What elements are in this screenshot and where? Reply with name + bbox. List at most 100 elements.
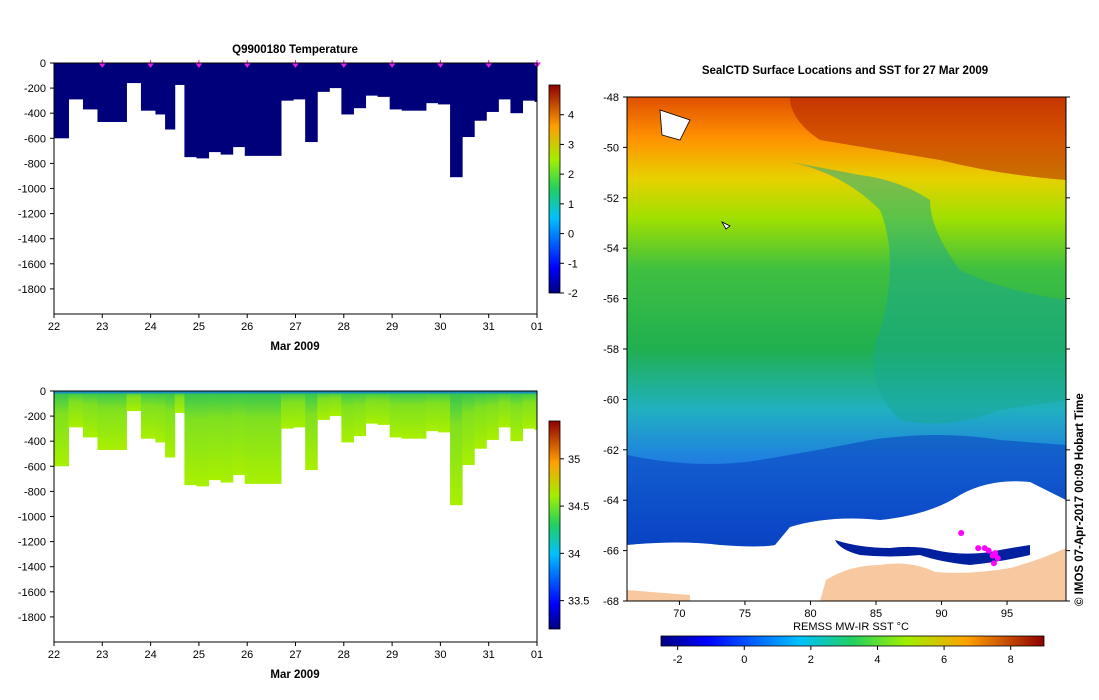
sea-ice-region — [627, 481, 1066, 601]
salinity-profile-bar — [341, 391, 354, 443]
temperature-profile-bar — [268, 63, 282, 156]
salinity-profile-bar — [450, 391, 463, 506]
y-tick-label: -1000 — [18, 512, 46, 524]
lat-tick-label: -68 — [603, 596, 619, 608]
temperature-profile-bar — [293, 63, 306, 100]
sst-colorbar-ticks: -2 0 2 4 6 8 — [673, 646, 1014, 666]
temperature-profile-bar — [97, 63, 113, 122]
salinity-surface-layer — [97, 391, 113, 394]
lat-tick-label: -52 — [603, 193, 619, 205]
x-tick-label: 01 — [531, 321, 543, 333]
salinity-profile-bar — [413, 391, 427, 439]
temperature-profile-bar — [68, 63, 84, 100]
y-tick-label: -400 — [24, 108, 46, 120]
salinity-profile-bar — [82, 391, 98, 438]
temperature-section-chart: Q9900180 Temperature 0 -200 -400 -600 -800 -1… — [18, 44, 578, 353]
salinity-profile-bar — [522, 391, 536, 429]
lon-tick-label: 80 — [804, 608, 816, 620]
temperature-profile-bar — [522, 63, 536, 101]
temperature-profile-bar — [341, 63, 354, 115]
sst-map-latitude-axis: -48 -50 -52 -54 -56 -58 -60 -62 -64 -66 -68 — [603, 92, 1070, 608]
temperature-colorbar-ticks: -2 -1 0 1 2 3 4 — [560, 110, 578, 300]
sst-colorbar-tick-label: -2 — [673, 654, 683, 666]
salinity-surface-layer — [155, 391, 166, 394]
y-tick-label: -1400 — [18, 562, 46, 574]
salinity-surface-layer — [220, 391, 234, 394]
kerguelen-island — [659, 109, 691, 141]
y-tick-label: -600 — [24, 133, 46, 145]
salinity-surface-layer — [474, 391, 487, 394]
lon-tick-label: 70 — [673, 608, 685, 620]
colorbar-tick-label: 35 — [568, 454, 580, 466]
y-tick-label: -400 — [24, 436, 46, 448]
x-tick-label: 31 — [483, 649, 495, 661]
y-tick-label: -1600 — [18, 587, 46, 599]
salinity-surface-layer — [425, 391, 439, 394]
y-tick-label: -1800 — [18, 284, 46, 296]
salinity-profile-bar — [111, 391, 127, 450]
salinity-profile-bar — [317, 391, 330, 420]
lat-tick-label: -48 — [603, 92, 619, 104]
salinity-surface-layer — [462, 391, 475, 394]
salinity-surface-layer — [111, 391, 127, 394]
seal-location-point — [990, 560, 997, 567]
salinity-profile-bar — [140, 391, 156, 439]
colorbar-tick-label: 0 — [568, 229, 574, 241]
temperature-profile-bar — [126, 63, 142, 84]
salinity-profile-bar — [401, 391, 415, 439]
lat-tick-label: -56 — [603, 294, 619, 306]
temperature-profile-bar — [317, 63, 330, 92]
salinity-profile-bar — [196, 391, 210, 487]
salinity-surface-layer — [401, 391, 415, 394]
temperature-y-axis: 0 -200 -400 -600 -800 -1000 -1200 -1400 -1600 -18… — [18, 58, 54, 296]
x-tick-label: 25 — [193, 649, 205, 661]
salinity-surface-layer — [184, 391, 197, 394]
salinity-profile-bar — [329, 391, 342, 417]
y-tick-label: -1200 — [18, 209, 46, 221]
colorbar-tick-label: 3 — [568, 139, 574, 151]
temperature-profile-bars — [54, 63, 537, 178]
salinity-profile-bars — [54, 391, 537, 506]
temperature-profile-bar — [474, 63, 487, 121]
salinity-profile-bar — [462, 391, 475, 466]
salinity-profile-bar — [534, 391, 537, 430]
salinity-surface-layer — [68, 391, 84, 394]
temperature-profile-bar — [305, 63, 318, 143]
salinity-colorbar — [548, 420, 561, 630]
salinity-y-axis: 0 -200 -400 -600 -800 -1000 -1200 -1400 -1600 -18… — [18, 386, 54, 624]
y-tick-label: -800 — [24, 158, 46, 170]
temperature-profile-bar — [534, 63, 537, 102]
temperature-profile-bar — [437, 63, 451, 105]
temperature-profile-bar — [82, 63, 98, 110]
salinity-profile-bar — [68, 391, 84, 428]
sst-warm-region — [790, 97, 1066, 180]
salinity-profile-bar — [126, 391, 142, 412]
lat-tick-label: -62 — [603, 445, 619, 457]
x-tick-label: 23 — [96, 649, 108, 661]
x-tick-label: 29 — [386, 649, 398, 661]
y-tick-label: -600 — [24, 461, 46, 473]
sst-colorbar — [660, 635, 1045, 647]
seal-location-point — [958, 529, 965, 536]
y-tick-label: -1400 — [18, 234, 46, 246]
lat-tick-label: -50 — [603, 142, 619, 154]
salinity-surface-layer — [208, 391, 222, 394]
salinity-profile-bar — [268, 391, 282, 484]
x-tick-label: 01 — [531, 649, 543, 661]
temperature-profile-bar — [165, 63, 176, 130]
salinity-profile-bar — [184, 391, 197, 486]
salinity-x-label: Mar 2009 — [270, 669, 319, 681]
salinity-colorbar-ticks: 33.5 34 34.5 35 — [560, 454, 589, 608]
x-tick-label: 29 — [386, 321, 398, 333]
salinity-surface-layer — [54, 391, 69, 394]
x-tick-label: 27 — [289, 321, 301, 333]
temperature-x-label: Mar 2009 — [270, 341, 319, 353]
colorbar-tick-label: 34 — [568, 548, 580, 560]
salinity-surface-layer — [450, 391, 463, 394]
y-tick-label: 0 — [40, 58, 46, 70]
temperature-profile-bar — [196, 63, 210, 159]
colorbar-tick-label: 34.5 — [568, 501, 589, 513]
temperature-profile-bar — [401, 63, 415, 111]
x-tick-label: 22 — [48, 649, 60, 661]
